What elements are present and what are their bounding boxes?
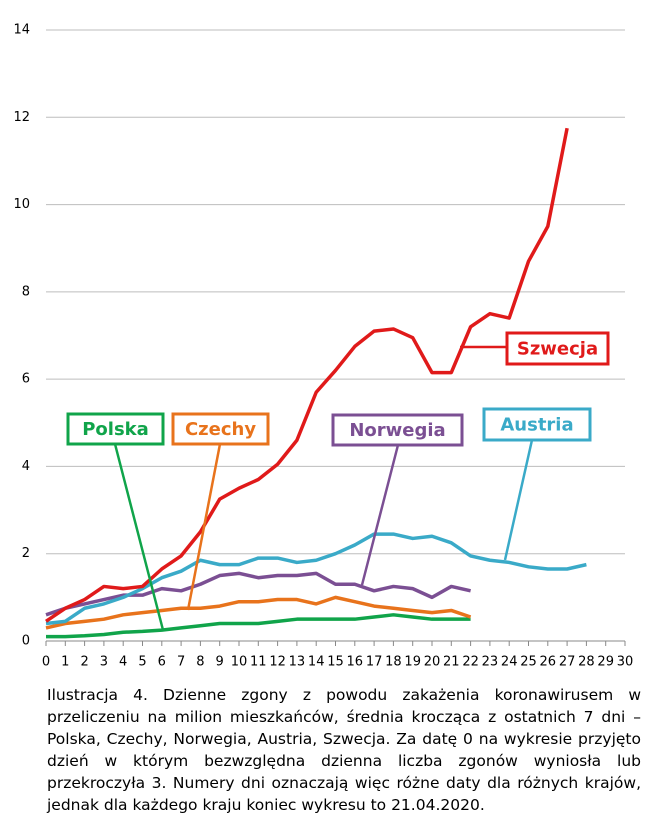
x-tick-label: 15 [327,655,344,670]
legend-label: Czechy [185,419,256,440]
x-tick-label: 26 [540,655,557,670]
x-tick-label: 17 [366,655,383,670]
x-tick-label: 30 [617,655,634,670]
series-line [45,127,569,623]
x-tick-label: 4 [119,655,127,670]
legend-label: Polska [82,419,149,440]
y-tick-label: 14 [13,23,30,38]
legend-label: Szwecja [517,339,598,360]
x-tick-label: 1 [61,655,69,670]
y-tick-label: 4 [22,459,30,474]
x-tick-label: 28 [578,655,595,670]
series-line [46,613,471,639]
legend-label: Austria [500,415,573,436]
legend-box [331,413,464,447]
x-tick-label: 13 [289,655,306,670]
series-line [45,595,472,630]
x-tick-label: 27 [559,655,576,670]
y-tick-label: 2 [22,546,30,561]
legend-box [66,412,165,446]
x-tick-label: 0 [42,655,50,670]
series-line [45,532,587,626]
legend-box [482,407,592,442]
y-tick-label: 6 [22,372,30,387]
x-tick-label: 6 [158,655,166,670]
legend-leader [186,443,222,611]
y-tick-label: 0 [22,634,30,649]
x-tick-label: 5 [138,655,146,670]
x-tick-label: 22 [462,655,479,670]
x-tick-label: 8 [196,655,204,670]
legend-leader [503,439,534,561]
x-tick-label: 2 [80,655,88,670]
legend-leader [113,443,165,631]
caption: Ilustracja 4. Dzienne zgony z powodu zak… [47,686,641,814]
x-tick-label: 12 [269,655,286,670]
y-tick-label: 10 [13,197,30,212]
legend-box [505,331,610,366]
legend-leader [360,444,400,586]
x-tick-label: 18 [385,655,402,670]
x-tick-label: 10 [231,655,248,670]
x-tick-label: 7 [177,655,185,670]
x-tick-label: 24 [501,655,518,670]
legend-label: Norwegia [349,420,445,441]
x-tick-label: 19 [404,655,421,670]
x-tick-label: 3 [100,655,108,670]
y-tick-label: 12 [13,110,30,125]
x-tick-label: 21 [443,655,460,670]
x-tick-label: 23 [482,655,499,670]
x-tick-label: 11 [250,655,267,670]
series-line [45,571,471,617]
x-tick-label: 9 [216,655,224,670]
x-tick-label: 25 [520,655,537,670]
x-tick-label: 29 [597,655,614,670]
y-tick-label: 8 [22,284,30,299]
x-tick-label: 14 [308,655,325,670]
legend-box [171,412,270,446]
x-tick-label: 20 [424,655,441,670]
x-tick-label: 16 [347,655,364,670]
